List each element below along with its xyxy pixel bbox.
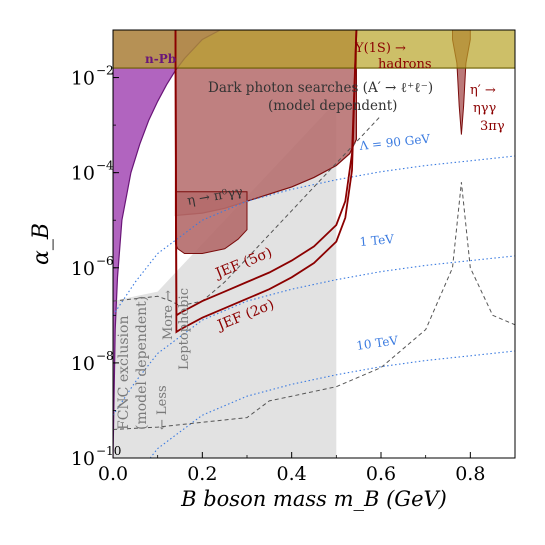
leptophobic-label-2: Leptophobic [177,288,192,370]
fcnc-label-2: (model dependent) [134,296,150,430]
y-tick-exponent-4: −2 [96,64,114,78]
eta-pi0-gg-region [175,191,248,254]
y-tick-label-1: 10 [71,353,95,375]
plot-frame [112,29,516,459]
leptophobic-label-3: ← Less [155,385,170,430]
lambda-1tev-line [113,255,515,416]
jef-5sigma-curve [174,30,358,317]
x-tick-label-1: 0.2 [187,463,217,485]
hadrons-label: hadrons [378,57,432,72]
n-Pb-label: n-Pb [145,52,176,66]
lambda-label: Λ = 90 GeV [358,132,431,153]
upsilon-hadrons-band [113,30,515,69]
x-tick-label-0: 0.0 [98,463,128,485]
tev10-label: 10 TeV [355,333,399,353]
eta-prime-label-1: η′ → [470,83,496,98]
y-axis-label: α_B [29,223,54,265]
y-tick-label-3: 10 [71,163,95,185]
upsilon-label: Υ(1S) → [354,41,406,56]
x-axis-label: B boson mass m_B (GeV) [180,487,447,511]
y-tick-exponent-2: −6 [96,254,114,268]
leptophobic-lower-curve [113,182,515,430]
y-tick-exponent-0: −10 [96,444,121,458]
y-tick-label-4: 10 [71,68,95,90]
leptophobic-label-1: More → [161,290,176,340]
y-tick-label-0: 10 [71,448,95,470]
jef-2sigma-curve [174,30,358,334]
plot-area [113,30,515,458]
model-dependent-label: (model dependent) [268,98,397,114]
y-tick-label-2: 10 [71,258,95,280]
y-tick-exponent-1: −8 [96,349,114,363]
eta-prime-label-3: 3πγ [480,119,505,134]
lambda-90gev-line [113,155,515,316]
eta-prime-label-2: ηγγ [473,101,497,116]
tev1-label: 1 TeV [359,232,395,249]
x-tick-label-4: 0.8 [455,463,485,485]
dark-photon-label: Dark photon searches (A′ → ℓ⁺ℓ⁻) [208,80,433,96]
x-tick-label-2: 0.4 [277,463,307,485]
x-tick-label-3: 0.6 [366,463,396,485]
fcnc-label-1: FCNC exclusion [116,316,132,430]
y-tick-exponent-3: −4 [96,159,114,173]
